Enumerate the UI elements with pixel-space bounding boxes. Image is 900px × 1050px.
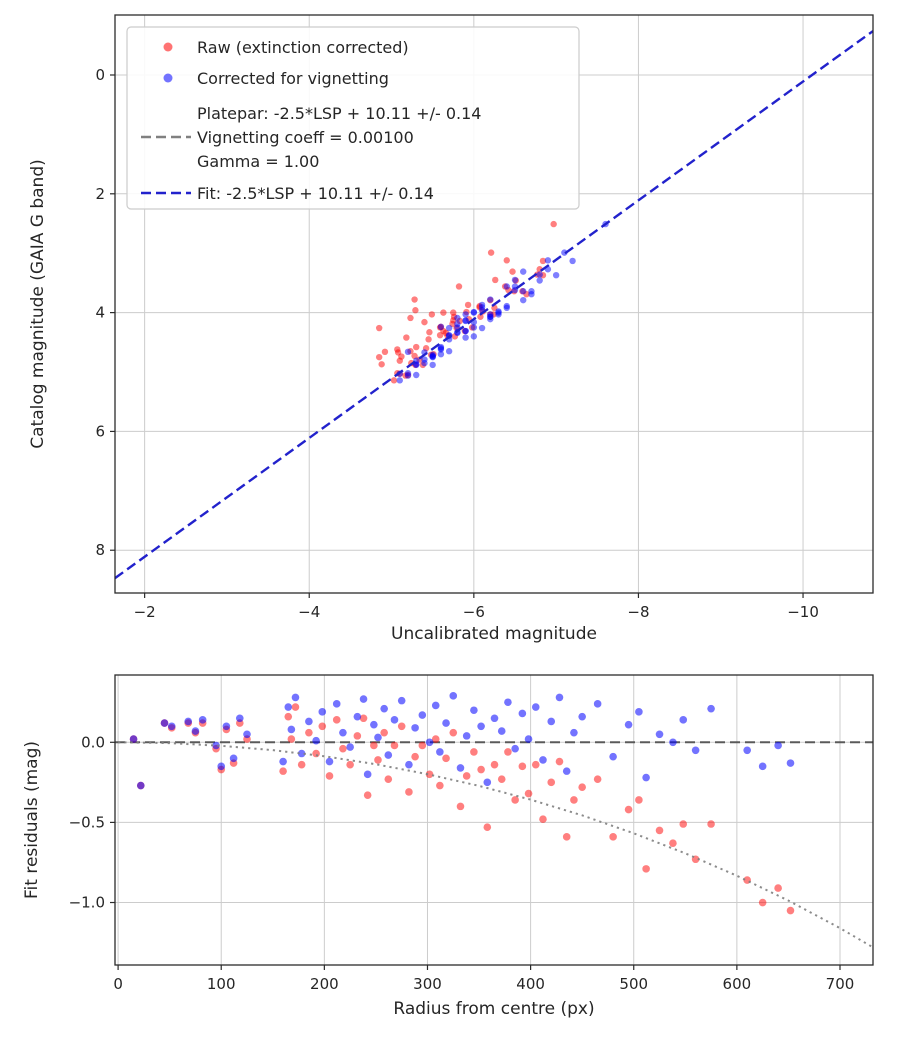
y-tick-label: 0 [95, 66, 105, 84]
tick-labels: 0 100 200 300 400 500 600 700 0.0 −0.5 −1.0 [69, 733, 855, 993]
series-raw-extinction-corrected- [375, 220, 557, 384]
magnitude-fit-chart: −2 −4 −6 −8 −10 0 2 4 6 8 Raw (extinction correcte… [95, 14, 874, 621]
y-tick-label: 6 [95, 422, 105, 440]
axes-frame [114, 14, 874, 594]
series-vignetting-model [118, 741, 874, 949]
y-tick-label: 8 [95, 541, 105, 559]
axes-frame [114, 674, 874, 966]
series-corrected-residuals [129, 692, 795, 790]
x-tick-label: −10 [787, 603, 819, 621]
legend-label: Raw (extinction corrected) [197, 38, 409, 57]
y-tick-label: −1.0 [69, 894, 105, 912]
y-tick-label: −0.5 [69, 813, 105, 831]
x-tick-label: 600 [723, 975, 752, 993]
legend: Raw (extinction corrected) Corrected for … [126, 26, 580, 210]
x-tick-label: −4 [298, 603, 320, 621]
legend-marker [163, 73, 173, 83]
legend-box [126, 26, 580, 210]
x-tick-label: 500 [619, 975, 648, 993]
x-tick-label: 0 [113, 975, 123, 993]
y-tick-label: 4 [95, 304, 105, 322]
legend-label: Vignetting coeff = 0.00100 [197, 128, 414, 147]
x-tick-label: 100 [207, 975, 236, 993]
x-tick-label: 700 [826, 975, 855, 993]
legend-label: Gamma = 1.00 [197, 152, 319, 171]
x-tick-label: −8 [627, 603, 649, 621]
x-tick-label: −6 [463, 603, 485, 621]
legend-label: Fit: -2.5*LSP + 10.11 +/- 0.14 [197, 184, 434, 203]
fit-residuals-chart: 0 100 200 300 400 500 600 700 0.0 −0.5 −1.0 [69, 674, 874, 993]
x-tick-label: 200 [310, 975, 339, 993]
legend-label: Platepar: -2.5*LSP + 10.11 +/- 0.14 [197, 104, 481, 123]
legend-marker [163, 42, 173, 52]
x-tick-label: −2 [134, 603, 156, 621]
y-tick-label: 2 [95, 185, 105, 203]
y-tick-label: 0.0 [81, 733, 105, 751]
series-fit-2-5-lsp-10-11-0-14 [114, 30, 874, 580]
series-raw-residuals [129, 703, 795, 915]
tick-labels: −2 −4 −6 −8 −10 0 2 4 6 8 [95, 66, 818, 621]
legend-label: Corrected for vignetting [197, 69, 389, 88]
x-tick-label: 400 [516, 975, 545, 993]
series-corrected-for-vignetting [396, 220, 609, 384]
x-tick-label: 300 [413, 975, 442, 993]
